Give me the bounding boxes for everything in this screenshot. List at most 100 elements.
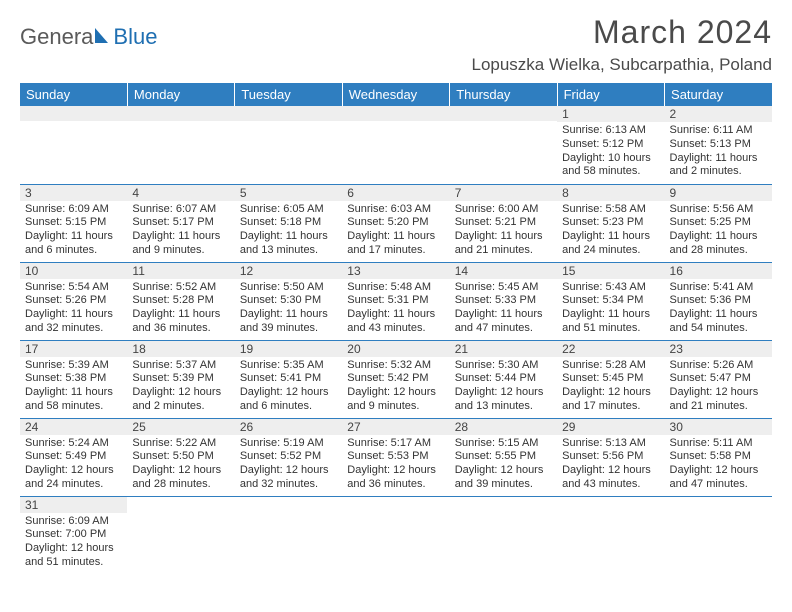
empty-cell — [342, 106, 449, 121]
daylight-text: Daylight: 11 hours and 43 minutes. — [347, 308, 444, 336]
calendar-cell — [450, 496, 557, 574]
day-number: 11 — [127, 263, 234, 279]
sunset-text: Sunset: 5:17 PM — [132, 216, 229, 230]
sunrise-text: Sunrise: 6:03 AM — [347, 203, 444, 217]
day-details: Sunrise: 5:39 AMSunset: 5:38 PMDaylight:… — [20, 357, 127, 418]
sunrise-text: Sunrise: 5:13 AM — [562, 437, 659, 451]
day-details: Sunrise: 5:24 AMSunset: 5:49 PMDaylight:… — [20, 435, 127, 496]
sunset-text: Sunset: 5:26 PM — [25, 294, 122, 308]
calendar-cell: 2Sunrise: 6:11 AMSunset: 5:13 PMDaylight… — [665, 106, 772, 184]
day-details: Sunrise: 5:11 AMSunset: 5:58 PMDaylight:… — [665, 435, 772, 496]
sunset-text: Sunset: 5:49 PM — [25, 450, 122, 464]
sunset-text: Sunset: 5:58 PM — [670, 450, 767, 464]
daylight-text: Daylight: 12 hours and 9 minutes. — [347, 386, 444, 414]
calendar-week-row: 1Sunrise: 6:13 AMSunset: 5:12 PMDaylight… — [20, 106, 772, 184]
sunrise-text: Sunrise: 5:58 AM — [562, 203, 659, 217]
calendar-cell: 24Sunrise: 5:24 AMSunset: 5:49 PMDayligh… — [20, 418, 127, 496]
calendar-cell — [342, 496, 449, 574]
day-details: Sunrise: 5:56 AMSunset: 5:25 PMDaylight:… — [665, 201, 772, 262]
daylight-text: Daylight: 12 hours and 28 minutes. — [132, 464, 229, 492]
title-block: March 2024 Lopuszka Wielka, Subcarpathia… — [471, 14, 772, 75]
day-number: 21 — [450, 341, 557, 357]
sunrise-text: Sunrise: 5:45 AM — [455, 281, 552, 295]
sunset-text: Sunset: 5:39 PM — [132, 372, 229, 386]
calendar-cell: 4Sunrise: 6:07 AMSunset: 5:17 PMDaylight… — [127, 184, 234, 262]
sunset-text: Sunset: 5:42 PM — [347, 372, 444, 386]
calendar-cell: 9Sunrise: 5:56 AMSunset: 5:25 PMDaylight… — [665, 184, 772, 262]
daylight-text: Daylight: 12 hours and 17 minutes. — [562, 386, 659, 414]
day-number: 30 — [665, 419, 772, 435]
day-details: Sunrise: 5:37 AMSunset: 5:39 PMDaylight:… — [127, 357, 234, 418]
sunrise-text: Sunrise: 5:35 AM — [240, 359, 337, 373]
sunrise-text: Sunrise: 5:41 AM — [670, 281, 767, 295]
sunrise-text: Sunrise: 6:13 AM — [562, 124, 659, 138]
sunset-text: Sunset: 5:53 PM — [347, 450, 444, 464]
weekday-header: Wednesday — [342, 83, 449, 106]
day-number: 7 — [450, 185, 557, 201]
calendar-cell: 10Sunrise: 5:54 AMSunset: 5:26 PMDayligh… — [20, 262, 127, 340]
calendar-cell: 21Sunrise: 5:30 AMSunset: 5:44 PMDayligh… — [450, 340, 557, 418]
sunrise-text: Sunrise: 5:17 AM — [347, 437, 444, 451]
sunset-text: Sunset: 5:30 PM — [240, 294, 337, 308]
calendar-cell: 8Sunrise: 5:58 AMSunset: 5:23 PMDaylight… — [557, 184, 664, 262]
calendar-cell — [450, 106, 557, 184]
daylight-text: Daylight: 11 hours and 9 minutes. — [132, 230, 229, 258]
day-number: 17 — [20, 341, 127, 357]
calendar-cell: 5Sunrise: 6:05 AMSunset: 5:18 PMDaylight… — [235, 184, 342, 262]
sunset-text: Sunset: 5:38 PM — [25, 372, 122, 386]
day-number: 24 — [20, 419, 127, 435]
month-title: March 2024 — [471, 14, 772, 51]
sunset-text: Sunset: 5:31 PM — [347, 294, 444, 308]
sunset-text: Sunset: 5:47 PM — [670, 372, 767, 386]
calendar-cell: 29Sunrise: 5:13 AMSunset: 5:56 PMDayligh… — [557, 418, 664, 496]
sunset-text: Sunset: 5:15 PM — [25, 216, 122, 230]
calendar-cell: 6Sunrise: 6:03 AMSunset: 5:20 PMDaylight… — [342, 184, 449, 262]
daylight-text: Daylight: 11 hours and 28 minutes. — [670, 230, 767, 258]
day-details: Sunrise: 6:07 AMSunset: 5:17 PMDaylight:… — [127, 201, 234, 262]
daylight-text: Daylight: 11 hours and 54 minutes. — [670, 308, 767, 336]
calendar-week-row: 24Sunrise: 5:24 AMSunset: 5:49 PMDayligh… — [20, 418, 772, 496]
day-details: Sunrise: 5:35 AMSunset: 5:41 PMDaylight:… — [235, 357, 342, 418]
calendar-cell: 14Sunrise: 5:45 AMSunset: 5:33 PMDayligh… — [450, 262, 557, 340]
day-details: Sunrise: 6:11 AMSunset: 5:13 PMDaylight:… — [665, 122, 772, 184]
day-details: Sunrise: 6:09 AMSunset: 5:15 PMDaylight:… — [20, 201, 127, 262]
sunset-text: Sunset: 5:55 PM — [455, 450, 552, 464]
sunset-text: Sunset: 5:41 PM — [240, 372, 337, 386]
sunrise-text: Sunrise: 5:54 AM — [25, 281, 122, 295]
calendar-body: 1Sunrise: 6:13 AMSunset: 5:12 PMDaylight… — [20, 106, 772, 574]
sunset-text: Sunset: 5:20 PM — [347, 216, 444, 230]
calendar-cell: 3Sunrise: 6:09 AMSunset: 5:15 PMDaylight… — [20, 184, 127, 262]
logo-text-2: Blue — [113, 24, 157, 50]
calendar-table: SundayMondayTuesdayWednesdayThursdayFrid… — [20, 83, 772, 574]
day-details: Sunrise: 5:48 AMSunset: 5:31 PMDaylight:… — [342, 279, 449, 340]
day-number: 9 — [665, 185, 772, 201]
sunset-text: Sunset: 5:12 PM — [562, 138, 659, 152]
day-number: 29 — [557, 419, 664, 435]
location: Lopuszka Wielka, Subcarpathia, Poland — [471, 55, 772, 75]
sunrise-text: Sunrise: 6:00 AM — [455, 203, 552, 217]
daylight-text: Daylight: 11 hours and 13 minutes. — [240, 230, 337, 258]
sunrise-text: Sunrise: 5:50 AM — [240, 281, 337, 295]
calendar-cell: 16Sunrise: 5:41 AMSunset: 5:36 PMDayligh… — [665, 262, 772, 340]
weekday-header: Sunday — [20, 83, 127, 106]
daylight-text: Daylight: 11 hours and 51 minutes. — [562, 308, 659, 336]
calendar-cell: 20Sunrise: 5:32 AMSunset: 5:42 PMDayligh… — [342, 340, 449, 418]
day-number: 8 — [557, 185, 664, 201]
sunset-text: Sunset: 5:13 PM — [670, 138, 767, 152]
daylight-text: Daylight: 12 hours and 47 minutes. — [670, 464, 767, 492]
daylight-text: Daylight: 11 hours and 24 minutes. — [562, 230, 659, 258]
day-number: 15 — [557, 263, 664, 279]
day-details: Sunrise: 6:09 AMSunset: 7:00 PMDaylight:… — [20, 513, 127, 575]
sail-icon — [94, 24, 112, 50]
daylight-text: Daylight: 10 hours and 58 minutes. — [562, 152, 659, 180]
day-details: Sunrise: 5:19 AMSunset: 5:52 PMDaylight:… — [235, 435, 342, 496]
sunset-text: Sunset: 5:21 PM — [455, 216, 552, 230]
daylight-text: Daylight: 12 hours and 2 minutes. — [132, 386, 229, 414]
calendar-cell: 18Sunrise: 5:37 AMSunset: 5:39 PMDayligh… — [127, 340, 234, 418]
day-details: Sunrise: 6:05 AMSunset: 5:18 PMDaylight:… — [235, 201, 342, 262]
sunset-text: Sunset: 5:28 PM — [132, 294, 229, 308]
calendar-week-row: 3Sunrise: 6:09 AMSunset: 5:15 PMDaylight… — [20, 184, 772, 262]
sunset-text: Sunset: 5:45 PM — [562, 372, 659, 386]
calendar-cell: 19Sunrise: 5:35 AMSunset: 5:41 PMDayligh… — [235, 340, 342, 418]
calendar-cell: 23Sunrise: 5:26 AMSunset: 5:47 PMDayligh… — [665, 340, 772, 418]
